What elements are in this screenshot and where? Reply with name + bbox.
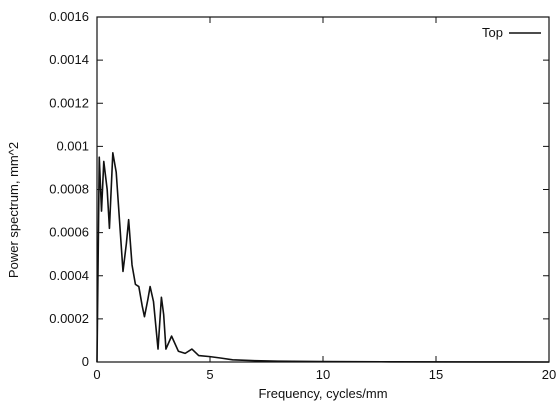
x-axis-title: Frequency, cycles/mm [258, 386, 387, 401]
x-tick-label: 15 [429, 367, 443, 382]
y-tick-label: 0.0004 [49, 268, 89, 283]
y-tick-label: 0 [82, 354, 89, 369]
y-tick-label: 0.001 [56, 138, 89, 153]
y-tick-label: 0.0012 [49, 95, 89, 110]
y-tick-label: 0.0002 [49, 311, 89, 326]
x-tick-label: 5 [206, 367, 213, 382]
x-tick-label: 20 [542, 367, 556, 382]
y-axis-title: Power spectrum, mm^2 [6, 142, 21, 278]
y-tick-label: 0.0014 [49, 52, 89, 67]
y-tick-label: 0.0008 [49, 182, 89, 197]
legend-label-top: Top [482, 25, 503, 40]
plot-frame [96, 16, 550, 363]
x-tick-label: 10 [316, 367, 330, 382]
y-tick-label: 0.0016 [49, 9, 89, 24]
y-tick-label: 0.0006 [49, 225, 89, 240]
series-line-top [96, 152, 550, 363]
x-tick-label: 0 [93, 367, 100, 382]
legend: Top [482, 25, 541, 40]
